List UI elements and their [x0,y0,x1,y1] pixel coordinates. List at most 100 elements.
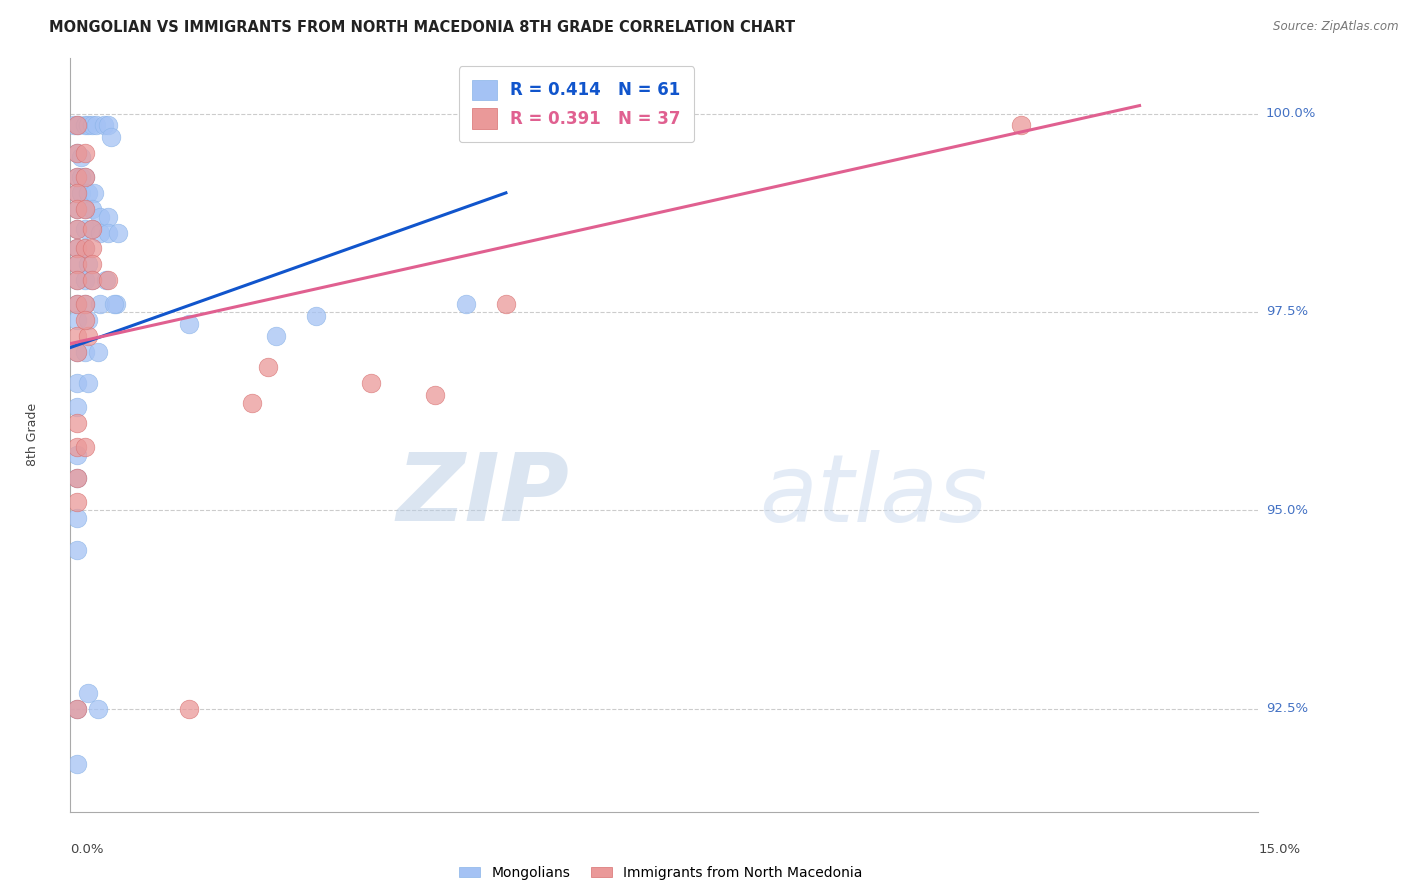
Point [105,297,128,311]
Point [66,273,89,287]
Point [66,757,89,772]
Point [66,344,89,359]
Point [73,297,96,311]
Point [97,273,120,287]
Point [67,119,90,133]
Point [82,273,104,287]
Point [69,169,91,184]
Point [66,400,89,414]
Point [66,186,89,200]
Point [66,344,89,359]
Point [96,119,118,133]
Point [76,119,98,133]
Text: 97.5%: 97.5% [1265,305,1308,318]
Point [66,376,89,391]
Text: 8th Grade: 8th Grade [25,403,39,467]
Point [73,344,96,359]
Point [76,257,98,271]
Point [73,221,96,235]
Point [495,297,517,311]
Point [73,273,96,287]
Point [66,448,89,462]
Point [87,701,110,715]
Point [73,440,96,454]
Point [66,146,89,161]
Point [69,186,91,200]
Point [82,241,104,255]
Point [73,119,96,133]
Point [89,297,111,311]
Point [76,376,98,391]
Point [66,221,89,235]
Point [66,186,89,200]
Point [82,257,104,271]
Point [89,226,111,240]
Point [76,313,98,327]
Point [66,146,89,161]
Point [73,297,96,311]
Point [97,226,120,240]
Text: Source: ZipAtlas.com: Source: ZipAtlas.com [1274,20,1399,33]
Point [66,221,89,235]
Point [107,226,129,240]
Point [73,241,96,255]
Point [66,471,89,485]
Point [73,313,96,327]
Point [73,169,96,184]
Text: ZIP: ZIP [396,450,569,541]
Point [66,511,89,525]
Point [66,273,89,287]
Point [66,202,89,216]
Point [80,119,103,133]
Legend: R = 0.414   N = 61, R = 0.391   N = 37: R = 0.414 N = 61, R = 0.391 N = 37 [458,66,695,142]
Point [82,202,104,216]
Point [66,297,89,311]
Point [89,210,111,224]
Point [94,273,117,287]
Text: 15.0%: 15.0% [1258,843,1301,856]
Point [97,210,120,224]
Point [73,202,96,216]
Point [66,119,89,133]
Point [83,186,105,200]
Point [76,186,98,200]
Point [66,169,89,184]
Point [264,328,287,343]
Point [87,344,110,359]
Point [423,388,446,402]
Point [1010,119,1032,133]
Point [66,313,89,327]
Point [360,376,382,391]
Point [66,241,89,255]
Point [82,221,104,235]
Text: 92.5%: 92.5% [1265,702,1308,715]
Point [73,146,96,161]
Point [66,328,89,343]
Point [66,416,89,430]
Text: atlas: atlas [759,450,987,541]
Point [66,257,89,271]
Point [82,221,104,235]
Point [76,328,98,343]
Point [179,317,201,331]
Point [179,701,201,715]
Point [82,273,104,287]
Point [73,241,96,255]
Point [73,202,96,216]
Point [66,542,89,557]
Point [73,169,96,184]
Point [66,471,89,485]
Text: MONGOLIAN VS IMMIGRANTS FROM NORTH MACEDONIA 8TH GRADE CORRELATION CHART: MONGOLIAN VS IMMIGRANTS FROM NORTH MACED… [49,20,796,35]
Point [63,119,86,133]
Legend: Mongolians, Immigrants from North Macedonia: Mongolians, Immigrants from North Macedo… [454,860,868,885]
Point [456,297,478,311]
Point [66,241,89,255]
Text: 95.0%: 95.0% [1265,504,1308,516]
Point [66,701,89,715]
Point [93,119,115,133]
Point [69,150,91,164]
Point [100,130,122,145]
Point [257,360,280,375]
Point [66,169,89,184]
Point [84,119,107,133]
